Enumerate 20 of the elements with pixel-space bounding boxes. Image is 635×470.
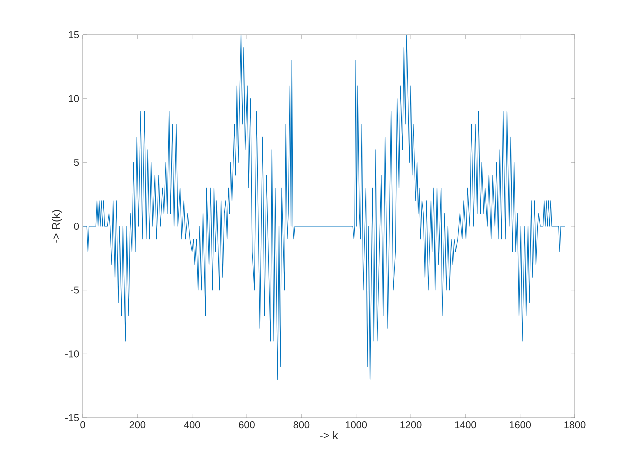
x-tick-label: 800 bbox=[294, 422, 310, 429]
x-tick-label: 200 bbox=[130, 422, 146, 429]
y-tick-label: -15 bbox=[66, 414, 80, 422]
x-tick-label: 400 bbox=[184, 422, 200, 429]
x-tick-label: 600 bbox=[239, 422, 255, 429]
x-tick-label: 1800 bbox=[564, 422, 586, 429]
line-series bbox=[83, 34, 566, 380]
y-tick-label: 10 bbox=[69, 95, 80, 102]
x-tick-label: 1600 bbox=[510, 422, 532, 429]
y-axis-title: -> R(k) bbox=[52, 210, 62, 243]
y-tick-label: -5 bbox=[71, 286, 80, 294]
y-tick-label: -10 bbox=[66, 350, 80, 358]
y-tick-label: 5 bbox=[74, 159, 80, 166]
x-tick-label: 1000 bbox=[346, 422, 368, 429]
x-axis-title: -> k bbox=[320, 431, 338, 440]
x-tick-label: 0 bbox=[80, 422, 86, 429]
y-tick-label: 15 bbox=[69, 32, 80, 38]
x-tick-label: 1200 bbox=[400, 422, 422, 429]
y-tick-label: 0 bbox=[74, 222, 80, 230]
x-tick-label: 1400 bbox=[455, 422, 476, 429]
